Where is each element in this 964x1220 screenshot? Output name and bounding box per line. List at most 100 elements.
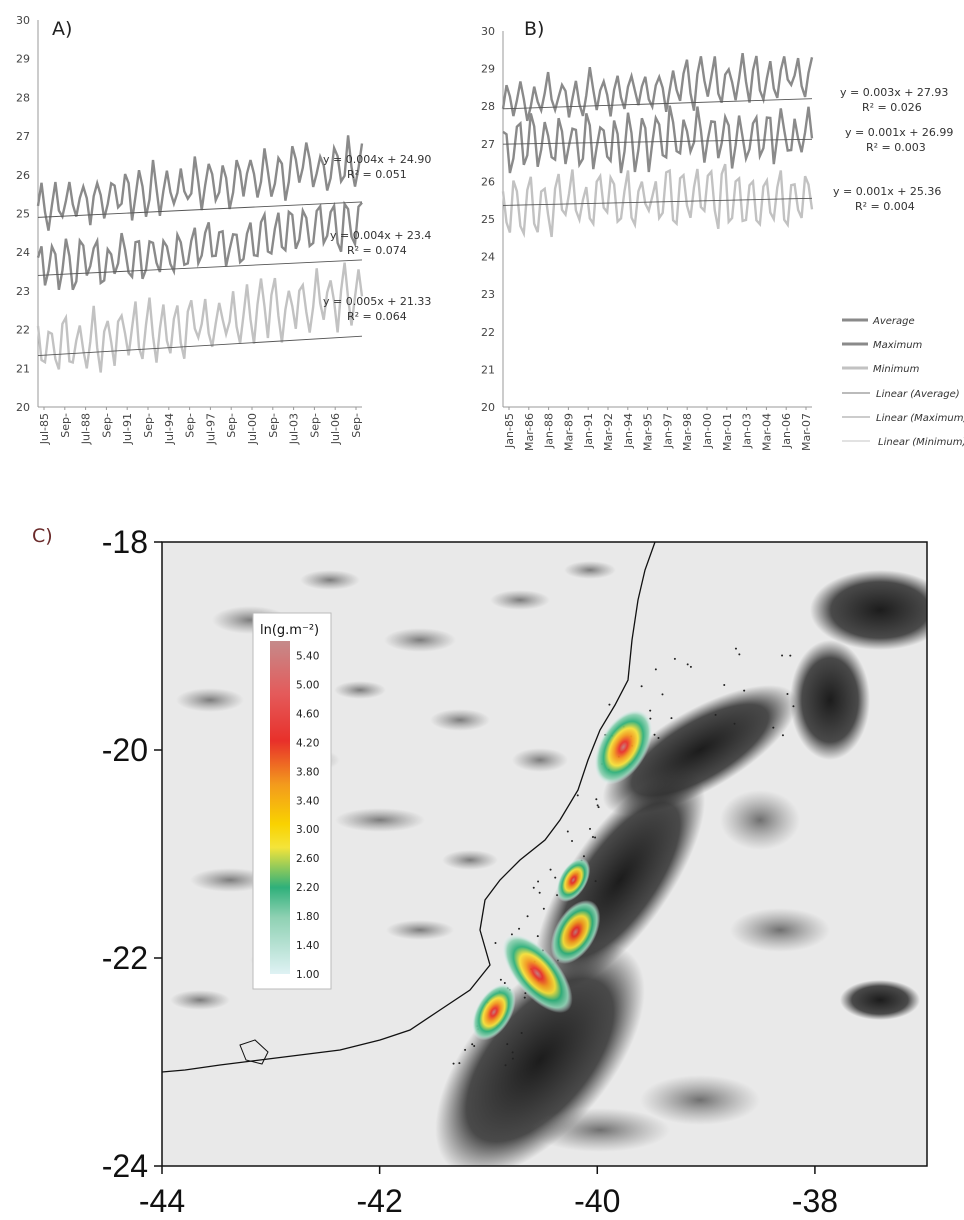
x-tick-label: Jan-85 <box>503 413 516 449</box>
colorbar-tick-label: 1.40 <box>296 940 319 952</box>
colorbar-tick-label: 4.60 <box>296 708 319 720</box>
hotspot <box>502 934 573 1013</box>
y-tick-label: 30 <box>16 14 30 27</box>
panel-b-x-ticks: Jan-85 Mar-86 Jan-88 Mar-89 Jan-91 Mar-92 Jan-… <box>503 407 813 451</box>
station-point <box>554 876 557 879</box>
panel-c-label: C) <box>32 525 53 547</box>
station-point <box>670 717 673 720</box>
station-point <box>596 804 599 807</box>
station-point <box>532 886 535 889</box>
station-point <box>511 1057 514 1060</box>
panel-b-eq-min: y = 0.001x + 25.36 <box>833 185 941 198</box>
station-point <box>649 709 652 712</box>
panel-b-series <box>501 53 814 239</box>
station-point <box>673 657 676 660</box>
trendline <box>502 138 813 145</box>
colorbar-tick-label: 1.00 <box>296 969 319 981</box>
station-point <box>526 915 529 918</box>
x-tick-label: Mar-07 <box>800 413 813 451</box>
y-tick-label: 23 <box>481 288 495 301</box>
x-tick-label: Mar-92 <box>602 413 615 451</box>
panel-a-eq-max: y = 0.004x + 24.90 <box>323 153 431 166</box>
legend-label-linear-average: Linear (Average) <box>876 389 960 400</box>
x-tick-label: Mar-86 <box>523 413 536 451</box>
x-tick-label: Jul-88 <box>80 413 93 445</box>
panel-b-y-ticks: 20 21 22 23 24 25 26 27 28 29 30 <box>481 25 495 414</box>
y-tick-label: 21 <box>16 362 30 375</box>
colorbar-tick-label: 2.60 <box>296 853 319 865</box>
colorbar: ln(g.m⁻²) 5.40 5.00 4.60 4.20 3.80 3.40 3.00 2.… <box>252 612 332 990</box>
series-minimum <box>36 262 364 373</box>
y-tick-label: 22 <box>16 324 30 337</box>
x-tick-label: Mar-98 <box>681 413 694 451</box>
station-point <box>733 722 736 725</box>
colorbar-tick-label: 3.40 <box>296 795 319 807</box>
panel-b-label: B) <box>524 18 544 40</box>
station-point <box>549 868 552 871</box>
panel-a-x-ticks: Jul-85 Sep- Jul-88 Sep- Jul-91 Sep- Jul-94 Sep-… <box>38 407 363 445</box>
station-point <box>499 978 502 981</box>
trendline <box>37 201 363 218</box>
x-tick-label: Jan-94 <box>622 413 635 449</box>
x-tick-label: Jul-85 <box>38 413 51 445</box>
ocean-relief <box>435 570 927 1166</box>
panel-a-eq-min: y = 0.005x + 21.33 <box>323 295 431 308</box>
legend-label-maximum: Maximum <box>873 340 923 351</box>
map-y-tick-label: -20 <box>102 732 148 768</box>
x-tick-label: Sep- <box>142 413 155 438</box>
station-point <box>471 1043 474 1046</box>
y-tick-label: 20 <box>16 401 30 414</box>
station-point <box>653 733 656 736</box>
station-point <box>536 935 539 938</box>
station-point <box>723 684 726 687</box>
station-point <box>781 734 784 737</box>
colorbar-ticks: 5.40 5.00 4.60 4.20 3.80 3.40 3.00 2.60 2.20 1.80… <box>296 650 319 981</box>
station-point <box>654 668 657 671</box>
series-minimum <box>501 163 814 239</box>
x-tick-label: Jul-97 <box>204 413 217 445</box>
y-tick-label: 28 <box>481 100 495 113</box>
x-tick-label: Jul-03 <box>288 413 301 445</box>
legend-label-average: Average <box>872 316 915 327</box>
panel-a-eq-avg: y = 0.004x + 23.4 <box>330 229 431 242</box>
station-point <box>538 891 541 894</box>
legend-label-linear-maximum: Linear (Maximum) <box>876 413 964 424</box>
panel-b-r2-max: R² = 0.026 <box>862 101 922 114</box>
station-point <box>786 693 789 696</box>
map-x-tick-label: -42 <box>357 1183 403 1219</box>
x-tick-label: Sep- <box>225 413 238 438</box>
legend-label-minimum: Minimum <box>873 364 920 375</box>
x-tick-label: Jan-88 <box>543 413 556 449</box>
station-point <box>591 835 594 838</box>
station-point <box>589 827 592 830</box>
station-point <box>689 665 692 668</box>
station-point <box>594 836 597 839</box>
colorbar-tick-label: 3.80 <box>296 766 319 778</box>
colorbar-box <box>252 612 332 990</box>
map-x-tick-label: -40 <box>574 1183 620 1219</box>
series-maximum <box>36 135 364 231</box>
y-tick-label: 21 <box>481 363 495 376</box>
station-point <box>503 982 506 985</box>
x-tick-label: Mar-01 <box>721 413 734 451</box>
x-tick-label: Sep- <box>350 413 363 438</box>
x-tick-label: Sep- <box>308 413 321 438</box>
bay-outline <box>239 1039 269 1065</box>
y-tick-label: 24 <box>481 251 495 264</box>
y-tick-label: 27 <box>481 138 495 151</box>
y-tick-label: 24 <box>16 246 30 259</box>
x-tick-label: Mar-95 <box>642 413 655 451</box>
station-point <box>566 830 569 833</box>
x-tick-label: Jul-91 <box>121 413 134 445</box>
hotspot <box>556 858 591 902</box>
station-point <box>789 654 792 657</box>
station-point <box>518 927 521 930</box>
station-point <box>734 647 737 650</box>
y-tick-label: 27 <box>16 130 30 143</box>
x-tick-label: Jan-97 <box>661 413 674 449</box>
y-tick-label: 22 <box>481 326 495 339</box>
hotspots <box>472 709 653 1041</box>
y-tick-label: 30 <box>481 25 495 38</box>
panel-a-r2-min: R² = 0.064 <box>347 310 407 323</box>
